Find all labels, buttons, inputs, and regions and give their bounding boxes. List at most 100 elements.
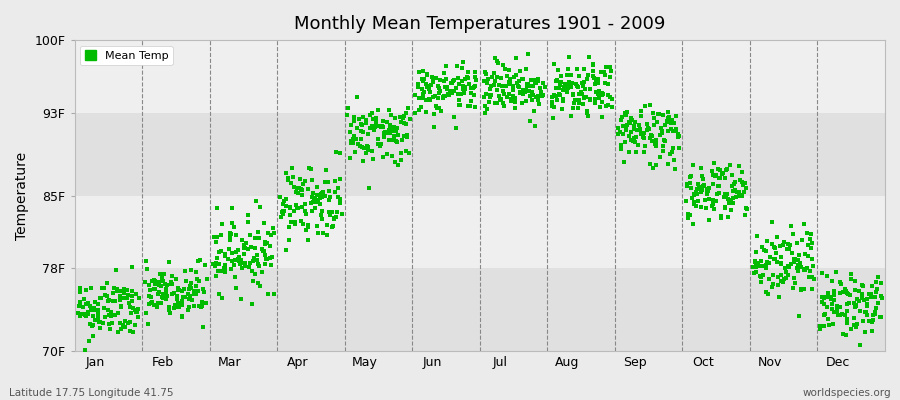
Point — [829, 269, 843, 275]
Point — [849, 324, 863, 330]
Point — [124, 293, 139, 299]
Point — [468, 104, 482, 110]
Point — [256, 269, 270, 275]
Point — [637, 149, 652, 155]
Point — [595, 91, 609, 98]
Point — [294, 186, 309, 193]
Point — [286, 174, 301, 180]
Point — [464, 85, 478, 91]
Point — [572, 73, 586, 79]
Point — [102, 296, 116, 303]
Point — [861, 291, 876, 297]
Point — [78, 312, 93, 318]
Point — [189, 268, 203, 275]
Point — [121, 292, 135, 298]
Point — [464, 98, 478, 104]
Point — [655, 130, 670, 136]
Point — [446, 77, 461, 84]
Point — [488, 99, 502, 106]
Point — [777, 239, 791, 245]
Point — [754, 278, 769, 285]
Point — [91, 313, 105, 320]
Point — [747, 270, 761, 276]
Point — [260, 239, 274, 246]
Point — [839, 332, 853, 338]
Point — [696, 176, 710, 183]
Point — [666, 128, 680, 134]
Point — [382, 107, 396, 113]
Point — [546, 115, 561, 122]
Point — [436, 94, 450, 100]
Point — [368, 124, 382, 130]
Point — [833, 281, 848, 287]
Point — [491, 82, 506, 89]
Point — [503, 98, 517, 104]
Point — [257, 240, 272, 247]
Point — [96, 285, 111, 291]
Point — [865, 283, 879, 289]
Point — [705, 203, 719, 210]
Point — [643, 161, 657, 167]
Point — [106, 298, 121, 304]
Point — [397, 113, 411, 119]
Point — [145, 278, 159, 284]
Point — [86, 313, 100, 320]
Point — [852, 342, 867, 348]
Point — [179, 278, 194, 284]
Point — [783, 242, 797, 248]
Point — [327, 215, 341, 221]
Point — [458, 86, 473, 93]
Point — [314, 190, 328, 196]
Point — [191, 258, 205, 264]
Point — [330, 208, 345, 215]
Point — [776, 279, 790, 286]
Point — [275, 208, 290, 214]
Point — [100, 293, 114, 299]
Point — [669, 128, 683, 134]
Point — [857, 296, 871, 303]
Point — [374, 141, 388, 147]
Point — [214, 231, 229, 238]
Point — [830, 308, 844, 314]
Point — [716, 171, 730, 178]
Point — [93, 318, 107, 325]
Point — [637, 102, 652, 109]
Point — [299, 227, 313, 233]
Point — [828, 308, 842, 315]
Point — [666, 120, 680, 126]
Point — [192, 303, 206, 309]
Point — [94, 294, 108, 301]
Point — [535, 93, 549, 100]
Point — [397, 120, 411, 126]
Point — [167, 290, 182, 296]
Point — [153, 271, 167, 278]
Point — [455, 86, 470, 92]
Point — [732, 193, 746, 199]
Point — [447, 114, 462, 120]
Point — [321, 197, 336, 204]
Point — [767, 256, 781, 263]
Point — [847, 315, 861, 322]
Point — [814, 294, 829, 300]
Point — [293, 218, 308, 224]
Point — [583, 96, 598, 102]
Point — [566, 105, 580, 112]
Point — [538, 83, 553, 90]
Point — [353, 143, 367, 150]
Point — [184, 280, 198, 286]
Point — [350, 125, 365, 131]
Point — [382, 126, 397, 132]
Point — [820, 304, 834, 311]
Point — [279, 196, 293, 202]
Point — [437, 78, 452, 84]
Point — [720, 190, 734, 197]
Point — [224, 220, 238, 226]
Point — [248, 234, 263, 241]
Point — [382, 127, 396, 133]
Point — [265, 254, 279, 260]
Point — [391, 138, 405, 145]
Point — [85, 323, 99, 330]
Point — [462, 81, 476, 87]
Point — [234, 237, 248, 243]
Point — [631, 142, 645, 148]
